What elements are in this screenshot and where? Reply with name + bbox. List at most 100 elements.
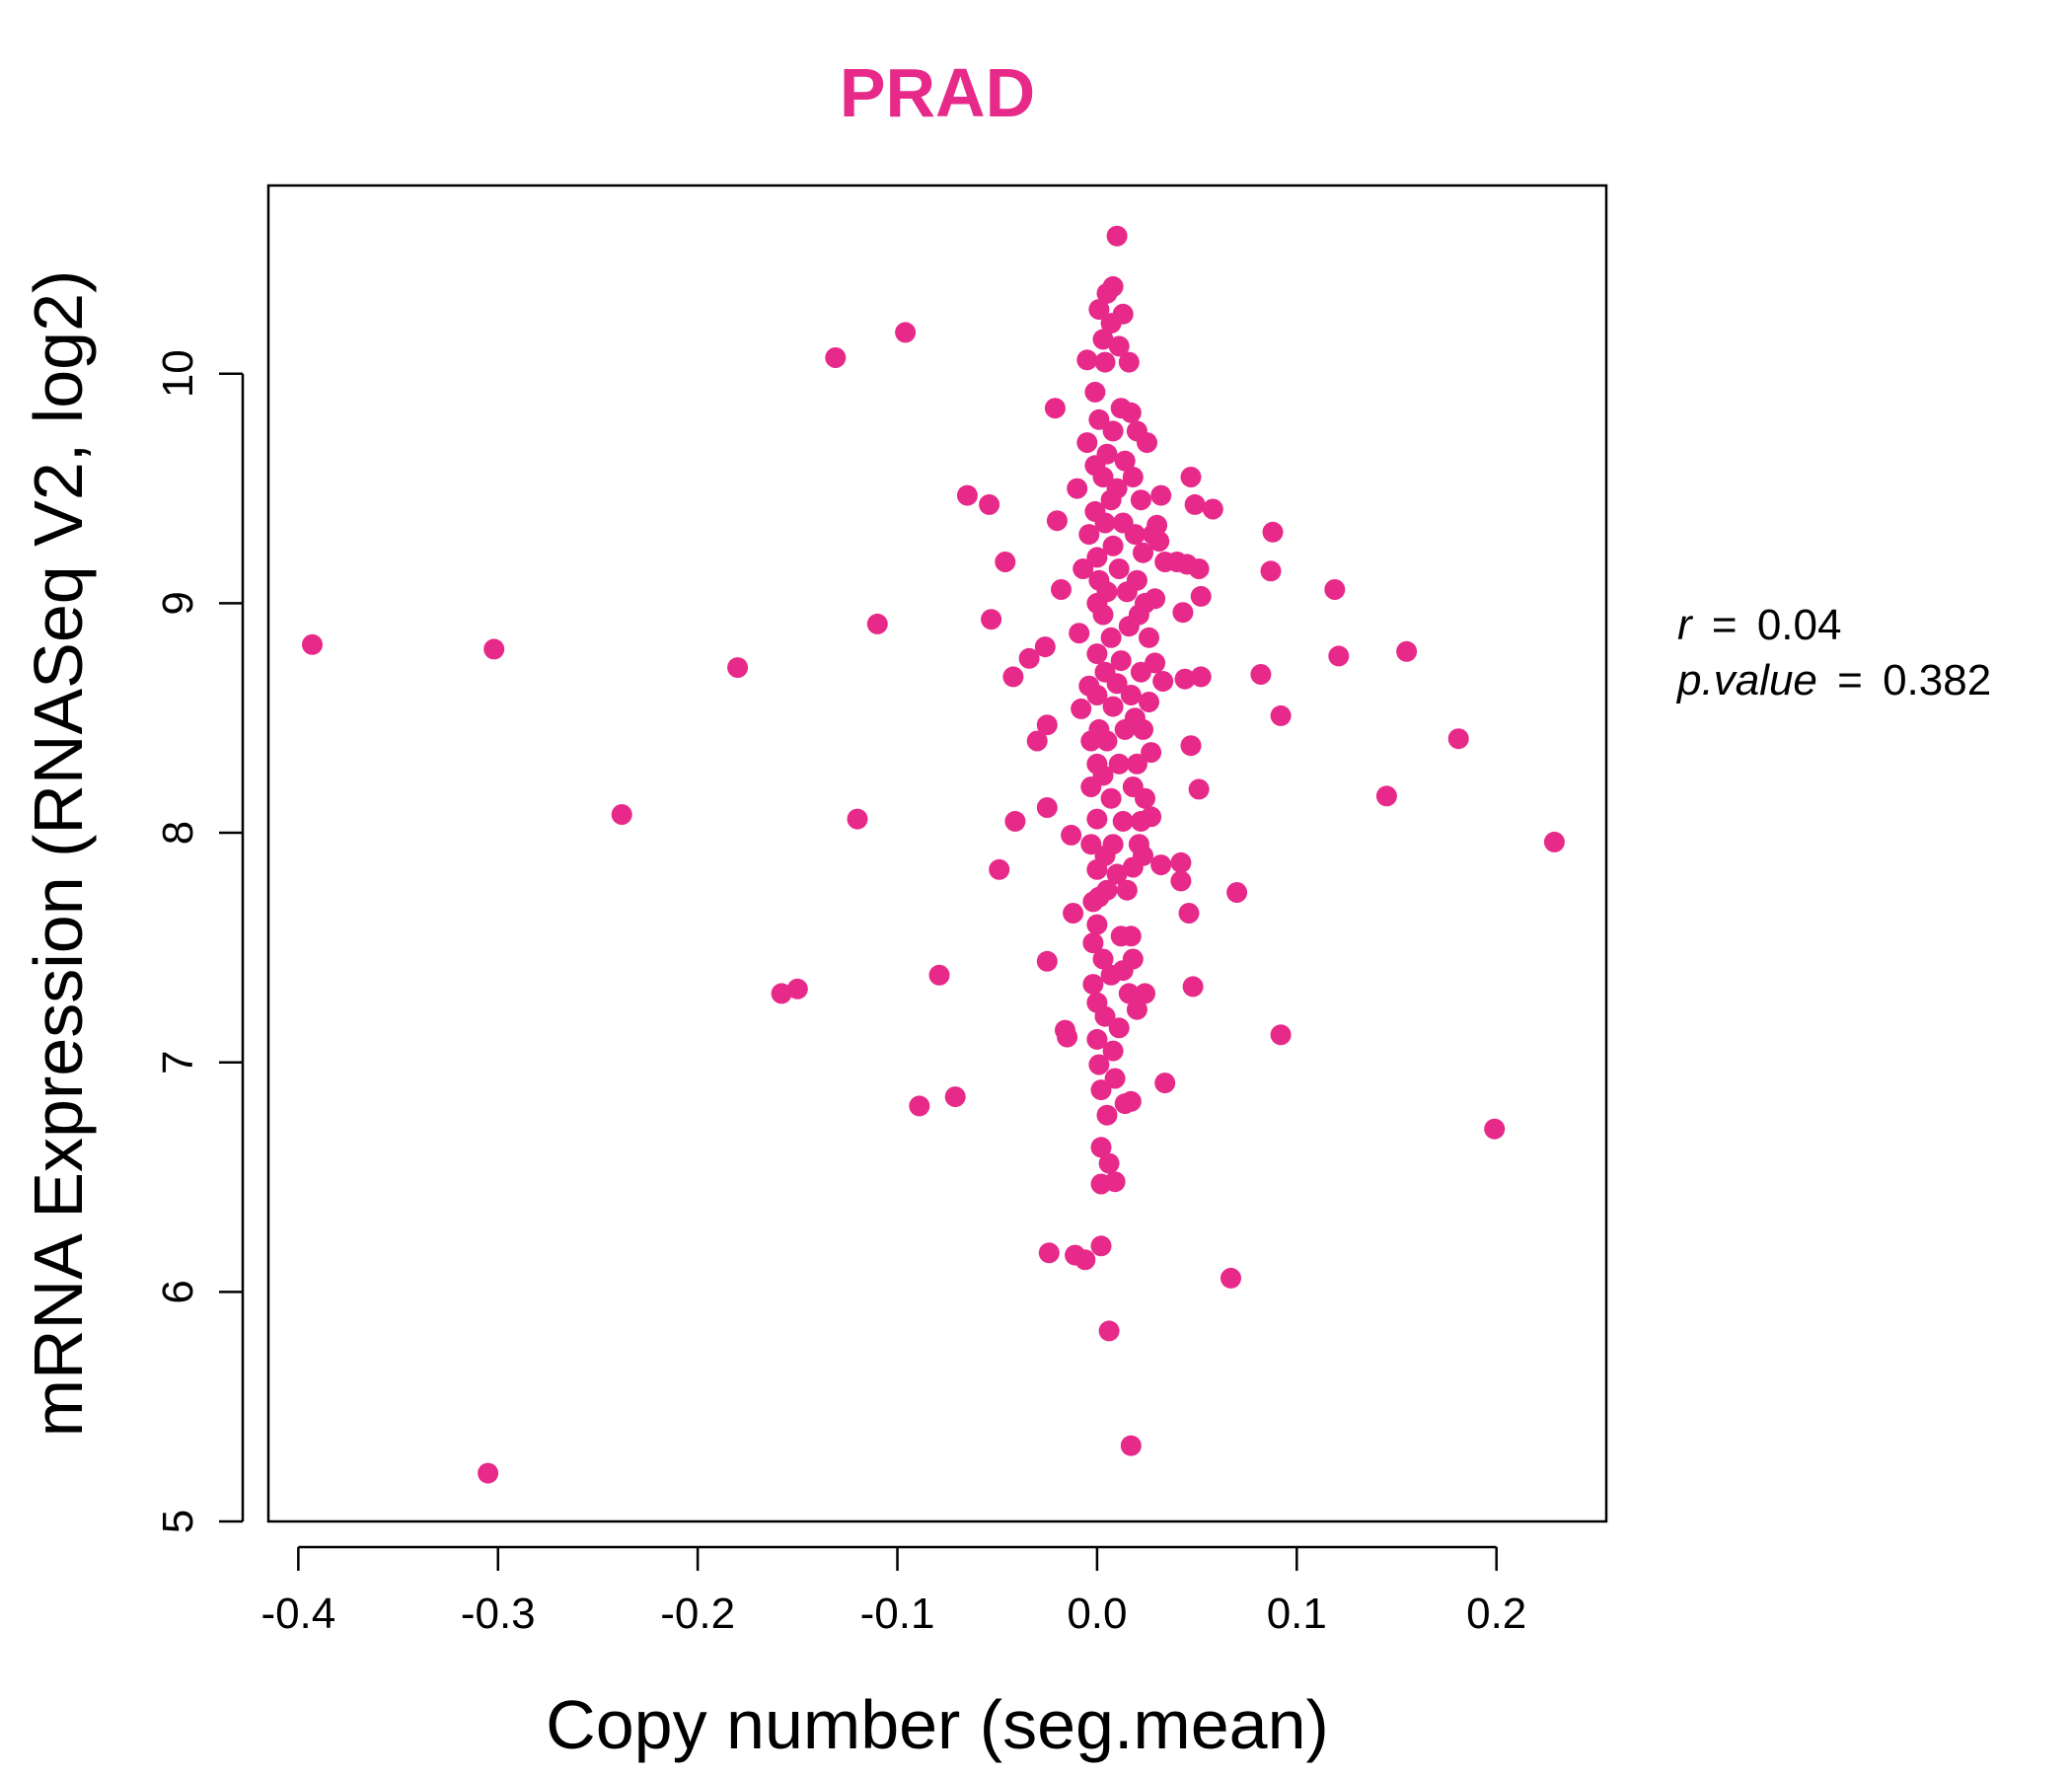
data-point	[944, 1086, 966, 1108]
data-point	[1135, 787, 1155, 809]
data-point	[1110, 650, 1132, 672]
data-point	[1102, 420, 1124, 442]
data-point	[1086, 685, 1108, 705]
data-point	[1150, 854, 1172, 876]
data-point	[1122, 948, 1144, 970]
data-point	[1135, 983, 1155, 1004]
data-point	[1126, 569, 1147, 591]
data-point	[1102, 696, 1124, 717]
data-point	[1141, 742, 1162, 764]
data-point	[1092, 604, 1114, 626]
data-point	[1074, 1249, 1096, 1271]
data-point	[989, 858, 1010, 880]
data-point	[847, 808, 868, 830]
data-point	[1063, 903, 1084, 924]
data-point	[1324, 579, 1346, 600]
data-point	[956, 484, 978, 506]
y-tick-label: 6	[154, 1280, 202, 1303]
data-point	[302, 633, 323, 655]
data-point	[1180, 467, 1202, 487]
data-point	[1152, 671, 1174, 692]
y-tick-label: 8	[154, 821, 202, 845]
data-point	[1226, 882, 1248, 903]
data-point	[1096, 1104, 1118, 1126]
data-point	[611, 804, 632, 825]
data-point	[1174, 668, 1196, 690]
p-value-annotation: p.value = 0.382	[1675, 656, 1991, 704]
data-point	[1073, 558, 1094, 579]
data-point	[895, 322, 917, 343]
y-axis: 5 6 7 8 9 10	[154, 349, 245, 1533]
data-point	[1202, 498, 1223, 520]
x-tick-label: -0.2	[660, 1590, 735, 1638]
data-point	[866, 613, 888, 634]
data-point	[1038, 1242, 1060, 1264]
data-point	[1126, 999, 1147, 1020]
data-point	[1096, 443, 1118, 465]
p-value-value: 0.382	[1883, 656, 1991, 704]
x-tick-label: -0.4	[260, 1590, 335, 1638]
data-point	[1067, 478, 1088, 499]
data-point	[1044, 398, 1066, 419]
data-point	[1092, 467, 1114, 487]
data-point	[1086, 914, 1108, 935]
data-point	[478, 1462, 499, 1484]
y-axis-label: mRNA Expression (RNASeq V2, log2)	[20, 270, 97, 1438]
data-point	[1139, 627, 1159, 648]
x-tick-label: 0.1	[1267, 1590, 1327, 1638]
data-point	[1004, 810, 1026, 832]
data-point	[1221, 1267, 1241, 1289]
x-tick-label: 0.0	[1067, 1590, 1127, 1638]
data-points	[302, 225, 1565, 1484]
data-point	[1026, 730, 1048, 752]
data-point	[1543, 831, 1565, 852]
data-point	[1036, 714, 1058, 736]
data-point	[1088, 408, 1110, 430]
data-point	[1082, 932, 1104, 954]
data-point	[1078, 524, 1100, 546]
data-point	[1250, 664, 1272, 685]
data-point	[1118, 983, 1140, 1004]
data-point	[1092, 329, 1114, 350]
data-point	[1137, 432, 1157, 454]
data-point	[1061, 824, 1082, 846]
data-point	[1139, 692, 1159, 712]
data-point	[1170, 851, 1192, 873]
data-point	[1094, 1005, 1116, 1027]
data-point	[1102, 1040, 1124, 1062]
data-point	[786, 978, 808, 999]
data-point	[1092, 948, 1114, 970]
data-point	[825, 347, 847, 368]
data-point	[1141, 806, 1162, 828]
data-point	[1086, 1028, 1108, 1050]
data-point	[1148, 531, 1170, 553]
x-axis-label: Copy number (seg.mean)	[546, 1686, 1329, 1763]
data-point	[1071, 698, 1092, 719]
y-tick-label: 9	[154, 591, 202, 615]
data-point	[1328, 645, 1350, 667]
data-point	[1120, 1090, 1142, 1112]
data-point	[1118, 351, 1140, 373]
data-point	[1145, 652, 1166, 674]
data-point	[1057, 1026, 1078, 1048]
chart-title: PRAD	[840, 54, 1035, 131]
data-point	[1108, 1017, 1130, 1039]
data-point	[1106, 673, 1128, 695]
data-point	[1086, 643, 1108, 665]
data-point	[1133, 845, 1153, 866]
data-point	[483, 638, 505, 660]
data-point	[1145, 588, 1166, 610]
data-point	[1126, 753, 1147, 775]
p-value-name: p.value	[1675, 656, 1817, 704]
data-point	[1133, 542, 1153, 563]
data-point	[1108, 335, 1130, 357]
data-point	[1046, 510, 1068, 532]
data-point	[1098, 1152, 1120, 1174]
data-point	[1084, 381, 1106, 403]
data-point	[1036, 950, 1058, 972]
y-tick-label: 7	[154, 1050, 202, 1073]
data-point	[909, 1095, 930, 1117]
data-point	[1120, 1435, 1142, 1456]
r-value: 0.04	[1757, 601, 1842, 649]
